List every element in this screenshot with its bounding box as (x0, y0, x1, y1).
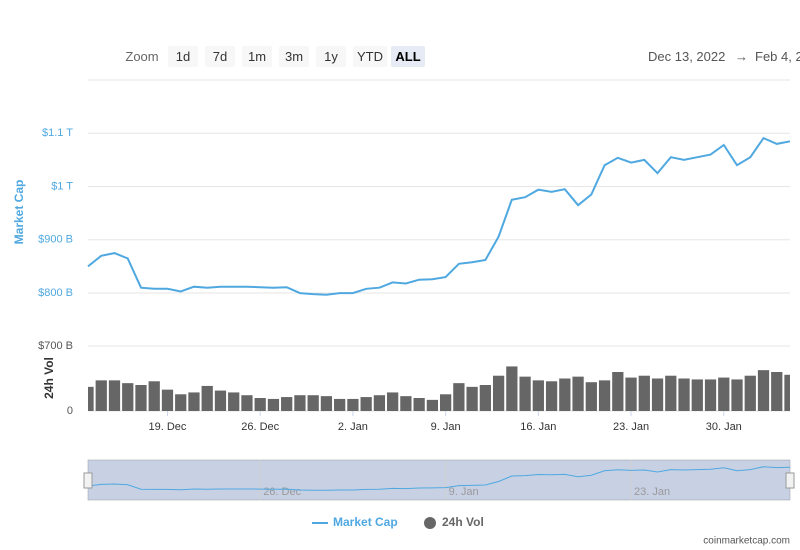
volume-bar (545, 381, 558, 411)
y-tick-label: $800 B (38, 287, 73, 299)
legend-label[interactable]: Market Cap (333, 515, 398, 529)
volume-bar (585, 382, 597, 411)
volume-bar (479, 385, 491, 411)
volume-bar (281, 397, 293, 411)
zoom-button[interactable]: 1m (242, 46, 272, 67)
volume-bar (214, 390, 227, 411)
x-tick-label: 30. Jan (706, 421, 742, 433)
volume-bar (492, 375, 505, 411)
volume-bar (612, 372, 624, 411)
volume-bar (294, 395, 306, 411)
volume-bar (572, 376, 584, 411)
volume-bar (665, 375, 677, 411)
x-tick-label: 19. Dec (149, 421, 187, 433)
volume-bar (108, 380, 121, 411)
date-from[interactable]: Dec 13, 2022 (648, 49, 726, 64)
date-to[interactable]: Feb 4, 2 (755, 49, 800, 64)
volume-bar (506, 366, 518, 411)
navigator-tick-label: 23. Jan (634, 486, 670, 498)
zoom-button[interactable]: YTD (353, 46, 387, 67)
x-tick-label: 23. Jan (613, 421, 649, 433)
zoom-button[interactable]: 3m (279, 46, 309, 67)
legend-label[interactable]: 24h Vol (442, 515, 484, 529)
volume-bar (744, 375, 756, 411)
volume-bar (559, 378, 571, 411)
navigator-handle[interactable] (785, 472, 795, 489)
volume-bar (731, 379, 743, 411)
zoom-button[interactable]: 1d (168, 46, 198, 67)
legend-symbol (424, 517, 436, 529)
volume-bar (625, 377, 637, 411)
volume-bar (387, 392, 399, 411)
volume-bar (161, 389, 174, 411)
volume-bar (638, 375, 650, 411)
volume-bar (188, 392, 200, 411)
date-arrow: → (735, 49, 748, 64)
volume-bar (651, 378, 664, 411)
zoom-label: Zoom (125, 49, 159, 64)
volume-bar (95, 380, 107, 411)
volume-bar (771, 372, 783, 411)
volume-bar (175, 394, 187, 411)
volume-bar (135, 385, 147, 411)
volume-bar (413, 398, 425, 411)
volume-bar (691, 379, 703, 411)
y2-tick-label: 0 (67, 405, 73, 417)
volume-bar (718, 377, 730, 411)
credit: coinmarketcap.com (703, 536, 790, 547)
volume-bar (598, 380, 611, 411)
zoom-button[interactable]: 7d (205, 46, 235, 67)
navigator-tick-label: 26. Dec (263, 486, 301, 498)
volume-bar (784, 374, 790, 411)
x-tick-label: 9. Jan (431, 421, 461, 433)
volume-bar (757, 370, 770, 411)
volume-bar (307, 395, 319, 411)
volume-bar (201, 385, 213, 411)
volume-bar (347, 398, 359, 411)
volume-bar (360, 397, 372, 411)
zoom-button[interactable]: 1y (316, 46, 346, 67)
volume-bar (426, 399, 439, 411)
market-cap-line (87, 136, 791, 296)
y2-axis-title: 24h Vol (42, 357, 56, 399)
volume-bar (519, 376, 531, 411)
volume-bar (466, 386, 478, 411)
volume-bar (532, 380, 544, 411)
y2-tick-label: $700 B (38, 340, 73, 352)
volume-bar (704, 379, 717, 411)
volume-bar (373, 395, 386, 411)
volume-bar (400, 396, 412, 411)
zoom-button[interactable]: ALL (391, 46, 425, 67)
x-tick-label: 16. Jan (520, 421, 556, 433)
volume-bar (267, 398, 280, 411)
volume-bar (439, 394, 452, 411)
navigator-selection (88, 460, 790, 500)
volume-bar (148, 381, 160, 411)
y-tick-label: $1 T (51, 180, 73, 192)
volume-bar (678, 378, 690, 411)
x-tick-label: 26. Dec (241, 421, 279, 433)
volume-bar (453, 383, 465, 411)
volume-bar (254, 398, 266, 411)
y-tick-label: $1.1 T (42, 127, 73, 139)
volume-bar (320, 396, 333, 411)
x-tick-label: 2. Jan (338, 421, 368, 433)
volume-bar (88, 386, 94, 411)
navigator-tick-label: 9. Jan (449, 486, 479, 498)
volume-bar (334, 398, 346, 411)
volume-bar (228, 392, 240, 411)
navigator-handle[interactable] (83, 472, 93, 489)
navigator-line (87, 466, 791, 491)
volume-bar (122, 383, 134, 411)
volume-bar (241, 395, 253, 411)
y-tick-label: $900 B (38, 234, 73, 246)
y-axis-title: Market Cap (12, 180, 26, 245)
